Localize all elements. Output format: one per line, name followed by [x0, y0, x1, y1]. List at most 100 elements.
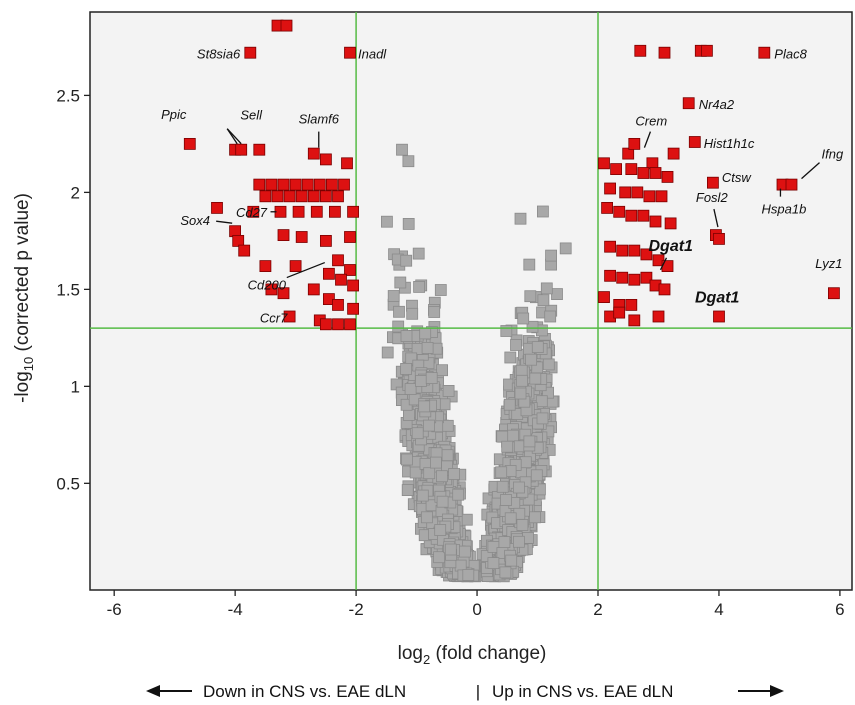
significant-point — [628, 273, 641, 286]
significant-point — [332, 318, 344, 331]
annotation-leaders — [216, 128, 820, 279]
significant-point — [271, 190, 284, 203]
nonsignificant-point — [526, 320, 539, 333]
threshold-lines — [90, 12, 852, 590]
significant-point — [319, 318, 332, 331]
significant-point — [604, 182, 616, 195]
significant-point — [658, 283, 671, 296]
left-arrow-icon — [146, 685, 160, 697]
nonsignificant-point — [517, 312, 530, 325]
nonsignificant-point — [529, 372, 542, 385]
significant-point — [283, 310, 296, 323]
significant-point — [307, 190, 320, 203]
significant-point — [319, 234, 332, 247]
nonsignificant-points — [380, 143, 572, 583]
significant-point — [319, 190, 332, 203]
annotation-leader-line — [226, 128, 242, 145]
significant-point — [616, 244, 629, 257]
significant-point — [667, 147, 680, 160]
significant-point — [253, 143, 266, 156]
significant-point — [253, 178, 266, 191]
gene-annotations: St8sia6 Inadl Ppic Sell Slamf6 Cd27 Sox4 Cd200 C… — [161, 47, 844, 326]
nonsignificant-point — [436, 364, 449, 377]
gene-label-slamf6: Slamf6 — [299, 112, 340, 127]
nonsignificant-point — [525, 353, 537, 366]
significant-point — [347, 302, 360, 315]
nonsignificant-point — [504, 351, 517, 364]
nonsignificant-point — [500, 494, 512, 506]
gene-label-ccr7: Ccr7 — [260, 311, 288, 326]
significant-point — [265, 283, 278, 296]
significant-point — [640, 248, 653, 261]
nonsignificant-point — [402, 408, 415, 421]
significant-point — [688, 136, 701, 148]
nonsignificant-point — [425, 372, 438, 385]
significant-point — [259, 190, 272, 203]
significant-point — [601, 201, 613, 214]
gene-label-dgat1: Dgat1 — [695, 290, 740, 307]
nonsignificant-point — [419, 327, 432, 340]
significant-point — [619, 186, 632, 199]
significant-point — [183, 137, 196, 150]
nonsignificant-point — [438, 398, 451, 411]
nonsignificant-point — [396, 143, 408, 156]
significant-point — [613, 306, 626, 319]
significant-point — [283, 190, 296, 203]
nonsignificant-point — [524, 290, 537, 303]
y-tick-label: 1 — [71, 377, 80, 396]
significant-point — [661, 170, 674, 183]
nonsignificant-point — [516, 519, 529, 531]
nonsignificant-point — [435, 470, 448, 483]
significant-point — [235, 143, 248, 156]
significant-point — [332, 254, 344, 267]
right-arrow-icon — [770, 685, 784, 697]
significant-point — [211, 201, 223, 214]
significant-point — [325, 178, 338, 191]
nonsignificant-point — [428, 306, 441, 318]
gene-label-st8sia6: St8sia6 — [197, 47, 241, 62]
y-tick-label: 1.5 — [56, 280, 80, 299]
plot-area — [89, 11, 853, 591]
significant-point — [713, 232, 725, 245]
significant-point — [232, 234, 245, 247]
nonsignificant-point — [394, 276, 407, 289]
nonsignificant-point — [501, 440, 514, 453]
nonsignificant-point — [496, 430, 509, 443]
significant-point — [625, 298, 638, 311]
nonsignificant-point — [542, 425, 555, 438]
nonsignificant-point — [434, 284, 447, 296]
gene-label-nr4a2: Nr4a2 — [699, 97, 735, 112]
significant-point — [247, 205, 260, 218]
significant-point — [610, 163, 622, 176]
significant-point — [604, 269, 616, 282]
nonsignificant-point — [401, 484, 414, 497]
significant-point — [295, 231, 308, 243]
nonsignificant-point — [402, 155, 415, 168]
significant-point — [643, 190, 656, 203]
significant-point — [347, 279, 360, 292]
nonsignificant-point — [422, 419, 435, 432]
significant-point — [649, 167, 662, 179]
nonsignificant-point — [462, 569, 475, 581]
nonsignificant-point — [487, 557, 500, 569]
nonsignificant-point — [400, 362, 413, 375]
significant-points — [183, 19, 840, 331]
nonsignificant-point — [460, 513, 473, 526]
x-tick-label: 2 — [593, 600, 602, 619]
significant-point — [628, 244, 641, 257]
significant-point — [640, 271, 653, 284]
nonsignificant-point — [441, 419, 454, 432]
nonsignificant-point — [448, 468, 461, 480]
direction-down-label: Down in CNS vs. EAE dLN — [203, 682, 406, 701]
nonsignificant-point — [393, 305, 405, 318]
significant-point — [265, 178, 278, 191]
nonsignificant-point — [513, 481, 525, 494]
annotation-leader-line — [801, 162, 820, 180]
significant-point — [655, 190, 668, 203]
y-axis-label-subscript: 10 — [21, 357, 36, 371]
significant-point — [259, 260, 272, 273]
nonsignificant-point — [400, 453, 413, 466]
significant-point — [604, 240, 616, 253]
nonsignificant-point — [429, 456, 442, 469]
